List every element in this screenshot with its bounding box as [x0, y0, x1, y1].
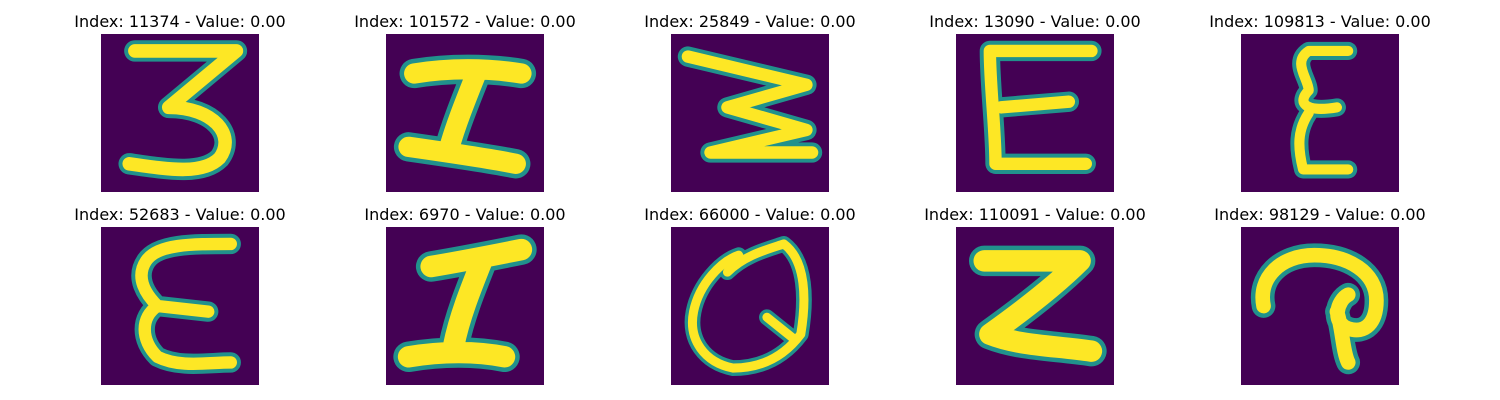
panel-title: Index: 25849 - Value: 0.00: [644, 12, 856, 31]
handwritten-character-image: [101, 227, 259, 385]
handwritten-character-image: [386, 34, 544, 192]
handwritten-character-image: [671, 227, 829, 385]
grid-panel: Index: 66000 - Value: 0.00: [630, 205, 870, 395]
panel-title: Index: 109813 - Value: 0.00: [1209, 12, 1431, 31]
panel-title: Index: 13090 - Value: 0.00: [929, 12, 1141, 31]
panel-title: Index: 110091 - Value: 0.00: [924, 205, 1146, 224]
panel-title: Index: 98129 - Value: 0.00: [1214, 205, 1426, 224]
grid-panel: Index: 101572 - Value: 0.00: [345, 12, 585, 202]
panel-title: Index: 52683 - Value: 0.00: [74, 205, 286, 224]
grid-panel: Index: 110091 - Value: 0.00: [915, 205, 1155, 395]
handwritten-character-image: [956, 34, 1114, 192]
panel-title: Index: 11374 - Value: 0.00: [74, 12, 286, 31]
grid-panel: Index: 25849 - Value: 0.00: [630, 12, 870, 202]
panel-title: Index: 6970 - Value: 0.00: [364, 205, 566, 224]
handwritten-character-image: [1241, 34, 1399, 192]
grid-panel: Index: 98129 - Value: 0.00: [1200, 205, 1440, 395]
panel-title: Index: 101572 - Value: 0.00: [354, 12, 576, 31]
handwritten-character-image: [1241, 227, 1399, 385]
grid-panel: Index: 11374 - Value: 0.00: [60, 12, 300, 202]
panel-title: Index: 66000 - Value: 0.00: [644, 205, 856, 224]
handwritten-character-image: [956, 227, 1114, 385]
grid-panel: Index: 13090 - Value: 0.00: [915, 12, 1155, 202]
handwritten-character-image: [386, 227, 544, 385]
grid-panel: Index: 52683 - Value: 0.00: [60, 205, 300, 395]
handwritten-character-image: [101, 34, 259, 192]
grid-panel: Index: 6970 - Value: 0.00: [345, 205, 585, 395]
handwritten-character-image: [671, 34, 829, 192]
grid-panel: Index: 109813 - Value: 0.00: [1200, 12, 1440, 202]
